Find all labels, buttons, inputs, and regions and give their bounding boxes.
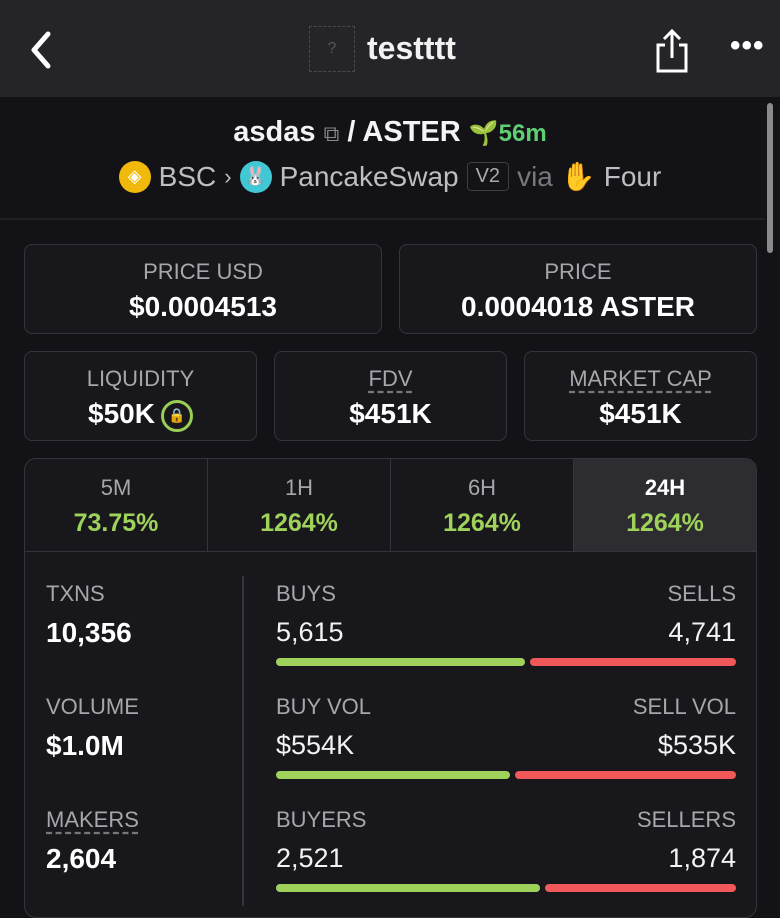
tab-change: 73.75% (73, 509, 159, 537)
fdv-card: FDV $451K (274, 351, 507, 441)
sell-vol-label: SELL VOL (632, 694, 736, 719)
price-label: PRICE (544, 259, 612, 284)
volume-row: BUY VOL SELL VOL $554K $535K (276, 694, 736, 779)
chain-link[interactable]: BSC (158, 160, 217, 192)
buys-sells-row: BUYS SELLS 5,615 4,741 (276, 581, 736, 666)
pair-title: asdas ⧉ / ASTER 🌱56m (0, 116, 780, 149)
via-label: via (517, 160, 553, 192)
buy-bar (276, 771, 510, 779)
market-cap-label[interactable]: MARKET CAP (569, 366, 712, 391)
token-image-placeholder: ? (309, 26, 355, 72)
pair-route: ◈ BSC › 🐰 PancakeSwap V2 via ✋ Four (0, 160, 780, 193)
more-options-icon[interactable]: ••• (730, 29, 765, 62)
dex-link[interactable]: PancakeSwap (279, 160, 459, 192)
lock-icon[interactable]: 🔒 (160, 399, 193, 432)
launchpad-link[interactable]: Four (603, 160, 662, 192)
price-card: PRICE 0.0004018 ASTER (399, 244, 757, 334)
quote-token: ASTER (362, 116, 461, 148)
sell-bar (515, 771, 736, 779)
stat-label: TXNS (46, 581, 105, 606)
liquidity-value: $50K (88, 398, 155, 429)
tab-6h[interactable]: 6H 1264% (391, 459, 574, 551)
price-usd-label: PRICE USD (143, 259, 263, 284)
makers-stat: MAKERS 2,604 (46, 807, 139, 875)
stats-panel: 5M 73.75% 1H 1264% 6H 1264% 24H 1264% TXNS 10… (24, 458, 757, 918)
buys-sells-bar (276, 658, 736, 666)
tab-change: 1264% (626, 509, 704, 537)
buys-label: BUYS (276, 581, 336, 606)
buy-bar (276, 658, 526, 666)
stat-label[interactable]: MAKERS (46, 807, 139, 832)
market-cap-card: MARKET CAP $451K (524, 351, 757, 441)
four-icon: ✋ (560, 161, 596, 192)
tab-label: 24H (644, 475, 686, 500)
txns-stat: TXNS 10,356 (46, 581, 132, 649)
volume-stat: VOLUME $1.0M (46, 694, 139, 762)
buy-vol-label: BUY VOL (276, 694, 371, 719)
sellers-label: SELLERS (636, 807, 736, 832)
stat-value: 2,604 (46, 843, 117, 874)
market-cap-value: $451K (599, 398, 682, 429)
tab-label: 1H (284, 475, 314, 500)
pair-separator: / (347, 116, 356, 148)
buyers-label: BUYERS (276, 807, 367, 832)
liquidity-label: LIQUIDITY (86, 366, 195, 391)
fdv-label[interactable]: FDV (368, 366, 413, 391)
sell-bar (544, 884, 736, 892)
fdv-value: $451K (349, 398, 432, 429)
chevron-right-icon: › (224, 163, 232, 189)
buyers-sellers-row: BUYERS SELLERS 2,521 1,874 (276, 807, 736, 892)
divider (242, 576, 244, 906)
volume-bar (276, 771, 736, 779)
tab-change: 1264% (443, 509, 521, 537)
buys-value: 5,615 (276, 617, 344, 647)
sells-value: 4,741 (668, 617, 736, 647)
sells-label: SELLS (667, 581, 737, 606)
tab-label: 5M (100, 475, 132, 500)
sprout-icon: 🌱 (468, 120, 499, 147)
version-badge: V2 (466, 162, 510, 191)
price-value: 0.0004018 ASTER (461, 291, 695, 322)
divider (0, 218, 765, 220)
buyers-sellers-bar (276, 884, 736, 892)
base-token: asdas (233, 116, 316, 148)
tab-change: 1264% (260, 509, 338, 537)
tab-5m[interactable]: 5M 73.75% (25, 459, 208, 551)
tab-24h[interactable]: 24H 1264% (574, 459, 756, 551)
pair-age: 56m (498, 120, 547, 147)
buy-vol-value: $554K (276, 730, 355, 760)
price-usd-card: PRICE USD $0.0004513 (24, 244, 382, 334)
tab-1h[interactable]: 1H 1264% (208, 459, 391, 551)
price-usd-value: $0.0004513 (129, 291, 277, 322)
bsc-icon: ◈ (118, 160, 151, 193)
sell-bar (530, 658, 736, 666)
stat-label: VOLUME (46, 694, 139, 719)
page-title: testttt (367, 30, 456, 66)
tab-label: 6H (467, 475, 497, 500)
sell-vol-value: $535K (657, 730, 736, 760)
scrollbar[interactable] (767, 103, 773, 253)
stat-value: 10,356 (46, 617, 132, 648)
liquidity-card: LIQUIDITY $50K 🔒 (24, 351, 257, 441)
pancakeswap-icon: 🐰 (239, 160, 272, 193)
buy-bar (276, 884, 540, 892)
top-bar: ? testttt ••• (0, 0, 780, 97)
copy-icon[interactable]: ⧉ (323, 121, 340, 146)
sellers-value: 1,874 (668, 843, 736, 873)
share-icon[interactable] (654, 28, 690, 74)
stat-value: $1.0M (46, 730, 124, 761)
buyers-value: 2,521 (276, 843, 344, 873)
back-icon[interactable] (26, 30, 56, 70)
